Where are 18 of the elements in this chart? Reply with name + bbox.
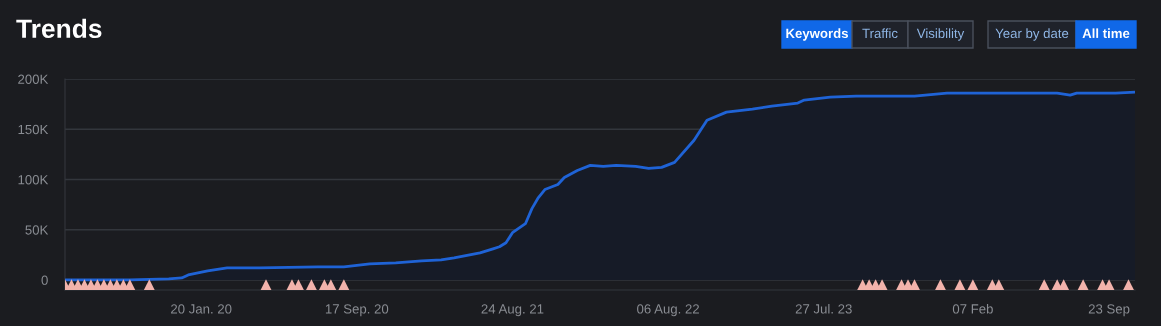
y-tick-label: 150K [18,124,49,135]
x-tick-label: 07 Feb [952,303,993,314]
x-tick-label: 20 Jan. 20 [171,304,232,314]
y-tick-label: 50K [25,225,49,235]
chart-title: Trends [16,18,102,39]
x-tick-label: 23 Sep [1088,304,1130,317]
x-tick-label: 17 Sep. 20 [325,304,389,317]
text: Year by date [995,28,1069,41]
x-tick-label: 06 Aug. 22 [637,304,699,317]
text: Visibility [916,28,965,41]
y-tick-label: 0 [41,275,48,285]
x-tick-label: 27 Jul. 23 [795,303,852,314]
text: All time [1082,28,1130,39]
y-tick-label: 200K [18,74,49,84]
text: Traffic [862,28,898,39]
y-tick-label: 100K [18,175,49,185]
x-tick-label: 24 Aug. 21 [481,304,544,317]
text: Keywords [786,28,848,41]
